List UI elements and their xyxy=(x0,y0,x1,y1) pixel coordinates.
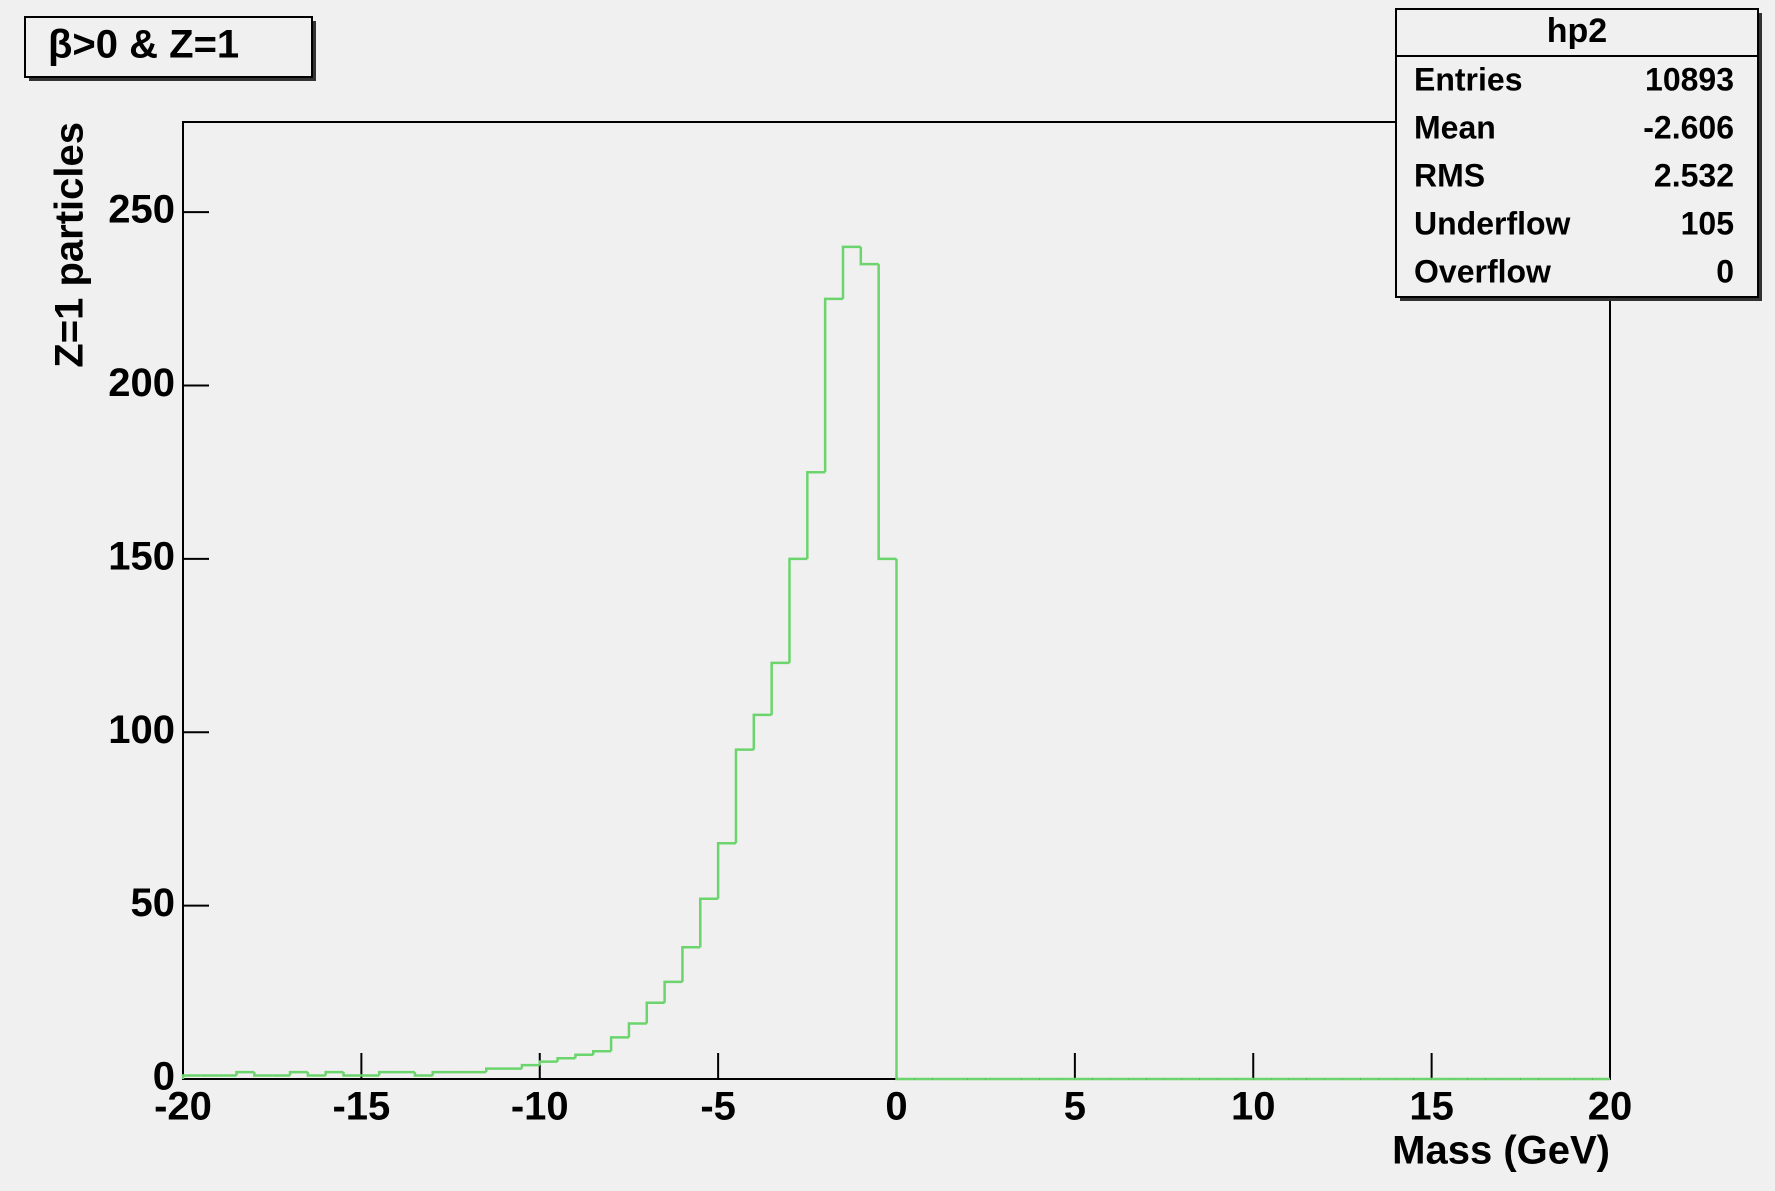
y-tick-label: 150 xyxy=(108,534,175,578)
stats-value: 2.532 xyxy=(1654,157,1734,193)
y-tick-label: 0 xyxy=(153,1055,175,1099)
histogram-bin xyxy=(609,1036,629,1052)
stats-label: Underflow xyxy=(1414,205,1571,241)
histogram-bin xyxy=(181,1074,201,1079)
stats-label: Entries xyxy=(1414,61,1522,97)
histogram-bin xyxy=(645,1001,665,1024)
stats-label: Mean xyxy=(1414,109,1496,145)
stats-title: hp2 xyxy=(1547,12,1607,50)
histogram-bin xyxy=(306,1072,326,1077)
histogram-bin xyxy=(324,1070,344,1076)
histogram-bin xyxy=(592,1050,612,1055)
x-tick-label: -15 xyxy=(332,1085,390,1129)
histogram-bin xyxy=(895,558,915,1081)
histogram-bin xyxy=(841,245,861,299)
histogram-bin xyxy=(484,1067,505,1073)
histogram-bin xyxy=(342,1072,362,1077)
stats-value: 0 xyxy=(1716,253,1734,289)
y-tick-label: 50 xyxy=(131,881,176,925)
histogram-bin xyxy=(752,713,772,750)
y-tick-label: 100 xyxy=(108,708,175,752)
x-axis-label: Mass (GeV) xyxy=(1392,1129,1610,1173)
histogram-bin xyxy=(413,1072,433,1077)
histogram-bin xyxy=(823,297,843,473)
stats-value: 105 xyxy=(1681,205,1734,241)
histogram-bin xyxy=(431,1070,451,1076)
stats-value: 10893 xyxy=(1645,61,1734,97)
y-tick-label: 200 xyxy=(108,361,175,405)
histogram-bin xyxy=(716,841,736,899)
y-tick-label: 250 xyxy=(108,188,175,232)
histogram-bin xyxy=(788,557,808,663)
x-tick-label: 10 xyxy=(1231,1085,1276,1129)
x-tick-label: 15 xyxy=(1409,1085,1454,1129)
stats-value: -2.606 xyxy=(1643,109,1734,145)
histogram-bin xyxy=(663,980,683,1003)
histogram-bin xyxy=(877,264,897,561)
histogram-bin xyxy=(253,1072,273,1077)
histogram-bin xyxy=(859,246,879,266)
histogram-bin xyxy=(699,897,719,948)
title-box xyxy=(24,16,313,78)
y-axis-label: Z=1 particles xyxy=(48,122,92,368)
histogram-bin xyxy=(288,1070,308,1076)
histogram-bin xyxy=(681,945,701,982)
x-tick-label: 20 xyxy=(1588,1085,1633,1129)
x-tick-label: 0 xyxy=(885,1085,907,1129)
histogram-bin xyxy=(734,748,754,844)
x-tick-label: -5 xyxy=(700,1085,736,1129)
chart-title: β>0 & Z=1 xyxy=(48,23,239,67)
histogram-bin xyxy=(520,1063,540,1069)
histogram-bin xyxy=(574,1053,594,1059)
histogram-bin xyxy=(556,1056,576,1062)
x-tick-label: -20 xyxy=(154,1085,212,1129)
x-tick-label: 5 xyxy=(1064,1085,1086,1129)
stats-label: Overflow xyxy=(1414,253,1551,289)
histogram-bin xyxy=(627,1022,647,1038)
x-tick-label: -10 xyxy=(511,1085,569,1129)
histogram-bin xyxy=(538,1060,558,1066)
histogram-bin xyxy=(235,1070,255,1076)
histogram-bin xyxy=(806,470,826,559)
histogram-bin xyxy=(770,661,790,715)
stats-label: RMS xyxy=(1414,157,1485,193)
histogram-bin xyxy=(377,1070,398,1076)
